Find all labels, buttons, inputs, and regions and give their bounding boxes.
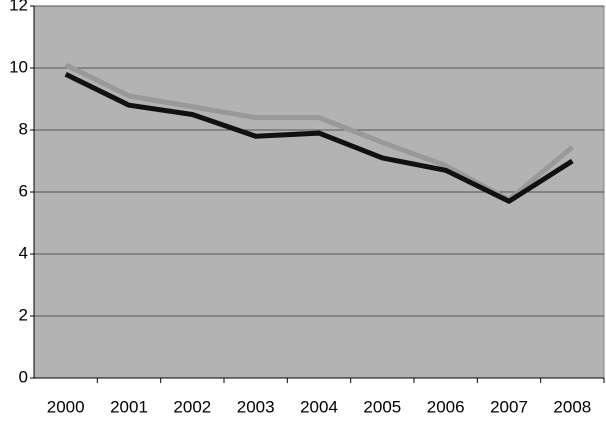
x-tick-label: 2008 <box>553 397 591 416</box>
y-tick-label: 6 <box>19 181 28 200</box>
y-tick-label: 4 <box>19 243 28 262</box>
x-tick-label: 2005 <box>363 397 401 416</box>
y-tick-label: 10 <box>9 57 28 76</box>
x-tick-label: 2003 <box>237 397 275 416</box>
y-tick-label: 8 <box>19 119 28 138</box>
y-tick-label: 0 <box>19 367 28 386</box>
x-tick-label: 2002 <box>173 397 211 416</box>
x-tick-label: 2006 <box>427 397 465 416</box>
x-tick-label: 2007 <box>490 397 528 416</box>
y-tick-label: 2 <box>19 305 28 324</box>
x-tick-label: 2001 <box>110 397 148 416</box>
series-line <box>64 71 574 204</box>
y-tick-label: 12 <box>9 0 28 14</box>
x-tick-label: 2000 <box>47 397 85 416</box>
x-tick-label: 2004 <box>300 397 338 416</box>
